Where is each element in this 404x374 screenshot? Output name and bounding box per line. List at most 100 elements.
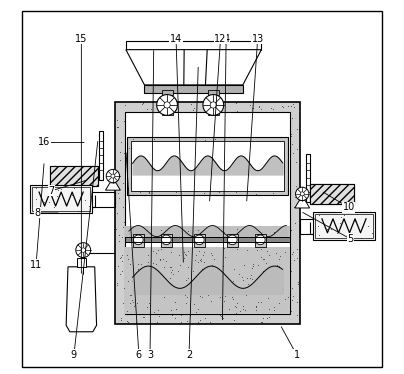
Point [120,180,126,186]
Point [244,299,251,305]
Text: 1: 1 [294,350,300,360]
Point [212,272,219,278]
Point [221,245,227,251]
Point [156,172,162,178]
Point [127,227,134,233]
Point [260,241,267,247]
Bar [131,141,284,191]
Point [196,156,202,162]
Point [243,273,250,279]
Point [172,270,178,276]
Point [279,176,285,182]
Point [271,304,278,310]
Point [231,166,238,172]
Point [285,200,292,206]
Point [236,176,242,182]
Point [194,306,201,312]
Text: 14: 14 [170,34,182,43]
Bar [309,184,354,204]
Point [210,160,217,166]
Point [255,299,261,305]
Point [254,247,260,253]
Point [276,233,282,239]
Text: 12: 12 [215,34,227,43]
Point [223,159,229,165]
Point [171,309,177,315]
Point [316,212,322,218]
Point [183,252,190,258]
Point [196,236,202,242]
Point [278,186,285,192]
Point [258,176,265,182]
Point [162,258,169,264]
Text: 5: 5 [347,234,354,244]
Point [200,156,207,162]
Point [191,186,198,191]
Point [192,280,198,286]
Point [270,290,277,296]
Point [58,190,64,196]
Point [187,152,194,158]
Point [246,102,253,108]
Point [290,101,296,107]
Point [169,139,175,145]
Point [238,178,244,184]
Point [74,208,81,214]
Point [211,149,217,155]
Point [162,139,168,145]
Point [135,266,141,272]
Point [238,212,245,218]
Bar [125,247,290,314]
Point [144,304,150,310]
Point [133,319,139,325]
Point [185,264,191,270]
Point [151,165,157,171]
Point [148,276,154,282]
Point [288,285,295,291]
Point [175,268,181,274]
Point [255,232,261,238]
Point [169,116,175,122]
Point [204,291,211,297]
Point [324,226,330,232]
Point [280,146,287,152]
Point [244,148,251,154]
Point [230,283,236,289]
Point [210,271,217,277]
Point [235,263,241,269]
Point [127,300,133,306]
Point [228,300,235,306]
Point [114,280,120,286]
Point [218,144,225,150]
Circle shape [227,235,237,245]
Point [177,263,183,269]
Point [261,256,267,262]
Point [134,261,141,267]
Point [263,261,270,267]
Point [124,114,130,120]
Point [279,289,286,295]
Point [270,263,276,269]
Point [209,292,215,298]
Point [222,226,229,232]
Point [201,190,207,196]
Point [54,193,61,199]
Point [220,140,226,145]
Point [44,196,50,202]
Bar [77,258,86,267]
Point [250,261,256,267]
Point [175,179,182,185]
Point [284,272,290,278]
Point [250,263,256,269]
Point [203,157,209,163]
Point [137,128,143,134]
Bar [208,90,219,95]
Point [116,238,122,244]
Point [164,200,171,206]
Point [365,223,371,229]
Point [177,199,183,205]
Point [163,188,170,194]
Point [243,180,249,186]
Point [241,258,248,264]
Point [164,294,170,300]
